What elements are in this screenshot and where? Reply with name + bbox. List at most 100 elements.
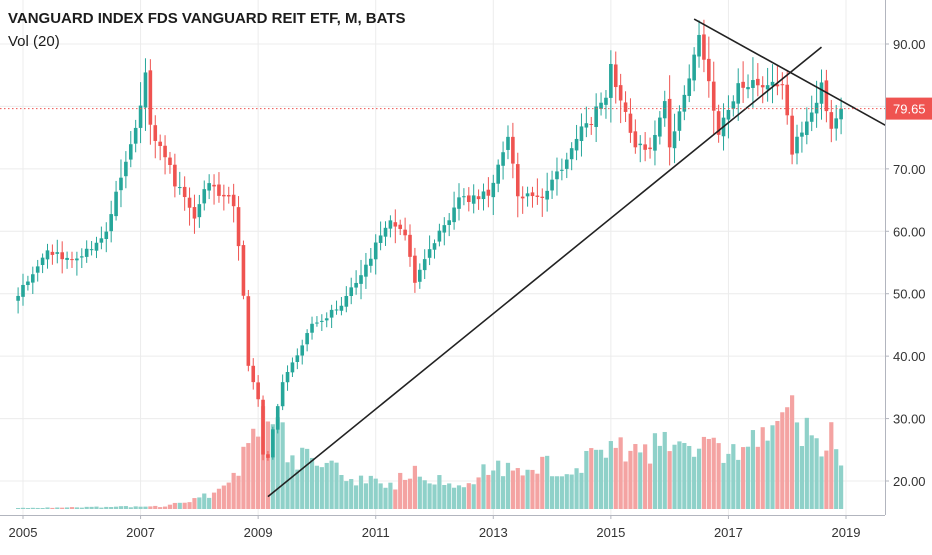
candle-body (124, 161, 128, 177)
candle-body (633, 131, 638, 148)
x-tick-label: 2009 (244, 525, 273, 540)
trendline[interactable] (693, 18, 886, 126)
volume-bar (794, 422, 800, 509)
candle-body (84, 248, 89, 257)
volume-bar (687, 445, 692, 509)
candle-body (662, 101, 667, 119)
volume-bar (99, 507, 104, 509)
candle-body (158, 141, 162, 147)
candle-body (329, 309, 334, 318)
volume-bar (94, 506, 99, 509)
volume-bar (790, 395, 795, 509)
volume-bar (814, 438, 819, 509)
candle-body (515, 164, 520, 197)
candle-body (413, 255, 417, 283)
trendlines[interactable] (267, 18, 886, 498)
candle-body (785, 84, 790, 116)
volume-bar (804, 417, 809, 509)
volume-bar (417, 476, 422, 509)
volume-bar (564, 474, 569, 509)
volume-bar (427, 483, 432, 509)
last-price-tag-label: 79.65 (893, 102, 926, 117)
candle-body (207, 183, 211, 191)
volume-bar (295, 469, 300, 509)
candle-body (535, 195, 540, 197)
volume-bar (731, 444, 736, 509)
volume-bar (486, 474, 491, 509)
volume-bar (89, 506, 94, 509)
volume-bar (216, 488, 222, 509)
volume-bar (177, 502, 182, 509)
volume-bar (270, 424, 275, 509)
volume-bar (775, 420, 780, 509)
volume-bar (187, 502, 192, 509)
candle-body (339, 305, 344, 311)
x-tick-label: 2007 (126, 525, 155, 540)
volume-bar (442, 484, 447, 509)
volume-bar (64, 507, 70, 509)
volume-bar (354, 485, 359, 509)
volume-bar (623, 461, 628, 509)
volume-bar (447, 483, 452, 509)
volume-bar (834, 449, 839, 509)
candle-body (462, 196, 466, 198)
volume-bar (628, 450, 633, 509)
trendline[interactable] (267, 46, 823, 498)
candle-body (99, 238, 104, 243)
candle-body (163, 145, 167, 158)
volume-bar (510, 470, 515, 509)
candle-body (128, 144, 133, 160)
volume-bar (500, 476, 506, 509)
x-tick-label: 2019 (832, 525, 861, 540)
volume-bar (598, 449, 604, 509)
candle-body (731, 101, 736, 109)
volume-bar (363, 483, 369, 509)
volume-indicator-label[interactable]: Vol (20) (8, 33, 60, 50)
candle-body (26, 281, 30, 286)
volume-bar (167, 504, 173, 509)
candle-body (594, 106, 598, 127)
candle-body (638, 143, 643, 146)
candle-body (457, 197, 461, 209)
candle-body (143, 72, 148, 108)
volume-bar (760, 427, 765, 509)
candle-body (702, 34, 706, 60)
volume-bar (716, 443, 721, 509)
candle-body (550, 179, 554, 191)
candle-body (643, 144, 647, 150)
candle-body (790, 115, 794, 155)
candle-body (658, 117, 662, 137)
volume-bar (339, 475, 344, 509)
volume-bar (574, 468, 579, 509)
volume-bars (16, 395, 844, 509)
volume-bar (750, 430, 756, 509)
volume-bar (236, 475, 241, 509)
candle-body (834, 118, 839, 129)
candle-body (300, 345, 305, 356)
chart-title: VANGUARD INDEX FDS VANGUARD REIT ETF, M,… (8, 10, 406, 27)
candle-body (628, 113, 633, 133)
volume-bar (530, 469, 535, 509)
volume-bar (290, 455, 295, 509)
candle-body (266, 454, 270, 458)
volume-bar (554, 476, 560, 509)
candle-body (75, 258, 79, 261)
volume-bar (701, 436, 707, 509)
candle-body (520, 196, 525, 199)
volume-bar (559, 476, 564, 509)
candle-body (354, 282, 358, 288)
candle-body (226, 195, 231, 197)
volume-bar (535, 473, 540, 509)
volume-bar (403, 479, 408, 509)
candle-body (187, 197, 192, 208)
candle-body (741, 81, 745, 88)
volume-bar (692, 456, 697, 509)
candle-body (589, 123, 594, 125)
candle-body (672, 131, 677, 149)
candle-body (138, 105, 143, 128)
y-tick-label: 90.00 (893, 37, 926, 52)
candle-body (682, 94, 687, 112)
candle-body (540, 196, 545, 198)
